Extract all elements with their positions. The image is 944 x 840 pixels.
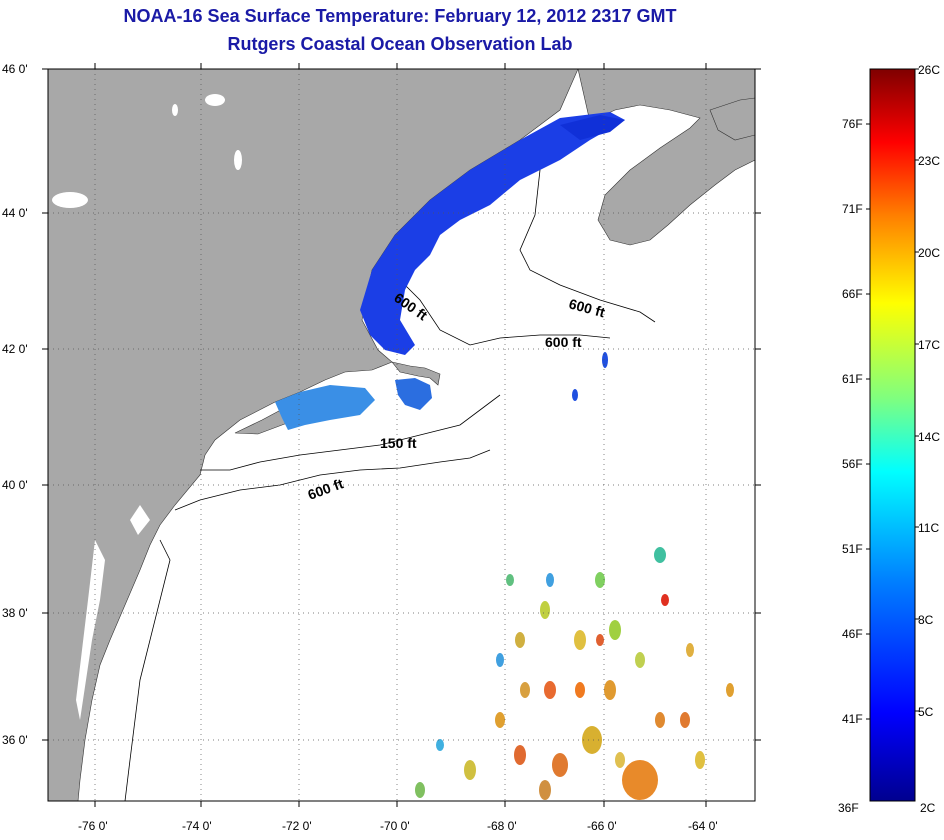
land-cape-cod — [391, 361, 441, 386]
colorbar-c-label: 17C — [918, 338, 940, 352]
colorbar-ticks — [866, 68, 919, 720]
sst-nantucket — [395, 378, 432, 410]
map-gridlines — [48, 69, 755, 801]
lake — [52, 192, 88, 208]
contour-label: 150 ft — [380, 435, 417, 451]
lon-tick-label: -66 0' — [587, 819, 617, 833]
colorbar-c-label: 8C — [918, 613, 934, 627]
colorbar-f-label: 56F — [842, 457, 863, 471]
colorbar-f-label: 76F — [842, 117, 863, 131]
lat-tick-label: 40 0' — [2, 478, 28, 492]
colorbar-c-label: 20C — [918, 246, 940, 260]
map-subtitle: Rutgers Coastal Ocean Observation Lab — [227, 34, 573, 54]
lon-tick-label: -72 0' — [282, 819, 312, 833]
axis-ticks — [42, 63, 761, 807]
sst-gulf-of-maine-cold — [360, 112, 625, 355]
sst-bay-of-fundy — [560, 115, 625, 140]
land-nova-scotia — [577, 69, 755, 246]
colorbar-c-label: 14C — [918, 430, 940, 444]
water-delaware-bay — [130, 505, 150, 535]
colorbar-f-label: 61F — [842, 372, 863, 386]
land-cape-breton — [709, 97, 755, 141]
lake — [234, 150, 242, 170]
colorbar-f-min-label: 36F — [838, 801, 859, 815]
lon-tick-label: -74 0' — [182, 819, 212, 833]
sst-long-island-sound — [275, 385, 375, 430]
lat-tick-label: 36 0' — [2, 733, 28, 747]
water-chesapeake-bay — [76, 540, 105, 720]
lon-tick-label: -64 0' — [688, 819, 718, 833]
colorbar-f-label: 46F — [842, 627, 863, 641]
bathymetry-contours — [124, 139, 656, 801]
map-frame — [47, 68, 756, 802]
colorbar-c-label: 11C — [918, 521, 939, 535]
colorbar-c-min-label: 2C — [920, 801, 936, 815]
lake — [172, 104, 178, 116]
map-title: NOAA-16 Sea Surface Temperature: Februar… — [123, 6, 677, 26]
sst-scattered-cold — [572, 389, 578, 401]
colorbar-f-label: 71F — [842, 202, 863, 216]
lake — [205, 94, 225, 106]
lat-tick-label: 38 0' — [2, 606, 28, 620]
colorbar-c-label: 5C — [918, 705, 934, 719]
sst-observations — [275, 112, 734, 800]
colorbar-c-label: 26C — [918, 63, 940, 77]
colorbar-c-label: 23C — [918, 154, 940, 168]
contour-label: 600 ft — [545, 334, 582, 350]
lon-tick-label: -70 0' — [380, 819, 410, 833]
colorbar-f-label: 66F — [842, 287, 863, 301]
colorbar-f-label: 41F — [842, 712, 863, 726]
temperature-colorbar — [869, 68, 916, 802]
colorbar-f-label: 51F — [842, 542, 863, 556]
lat-tick-label: 42 0' — [2, 342, 28, 356]
lat-tick-label: 44 0' — [2, 206, 28, 220]
lon-tick-label: -68 0' — [487, 819, 517, 833]
lat-tick-label: 46 0' — [2, 62, 28, 76]
sst-gulf-stream-warm — [415, 547, 734, 800]
sst-scattered-cold — [602, 352, 608, 368]
lon-tick-label: -76 0' — [78, 819, 108, 833]
